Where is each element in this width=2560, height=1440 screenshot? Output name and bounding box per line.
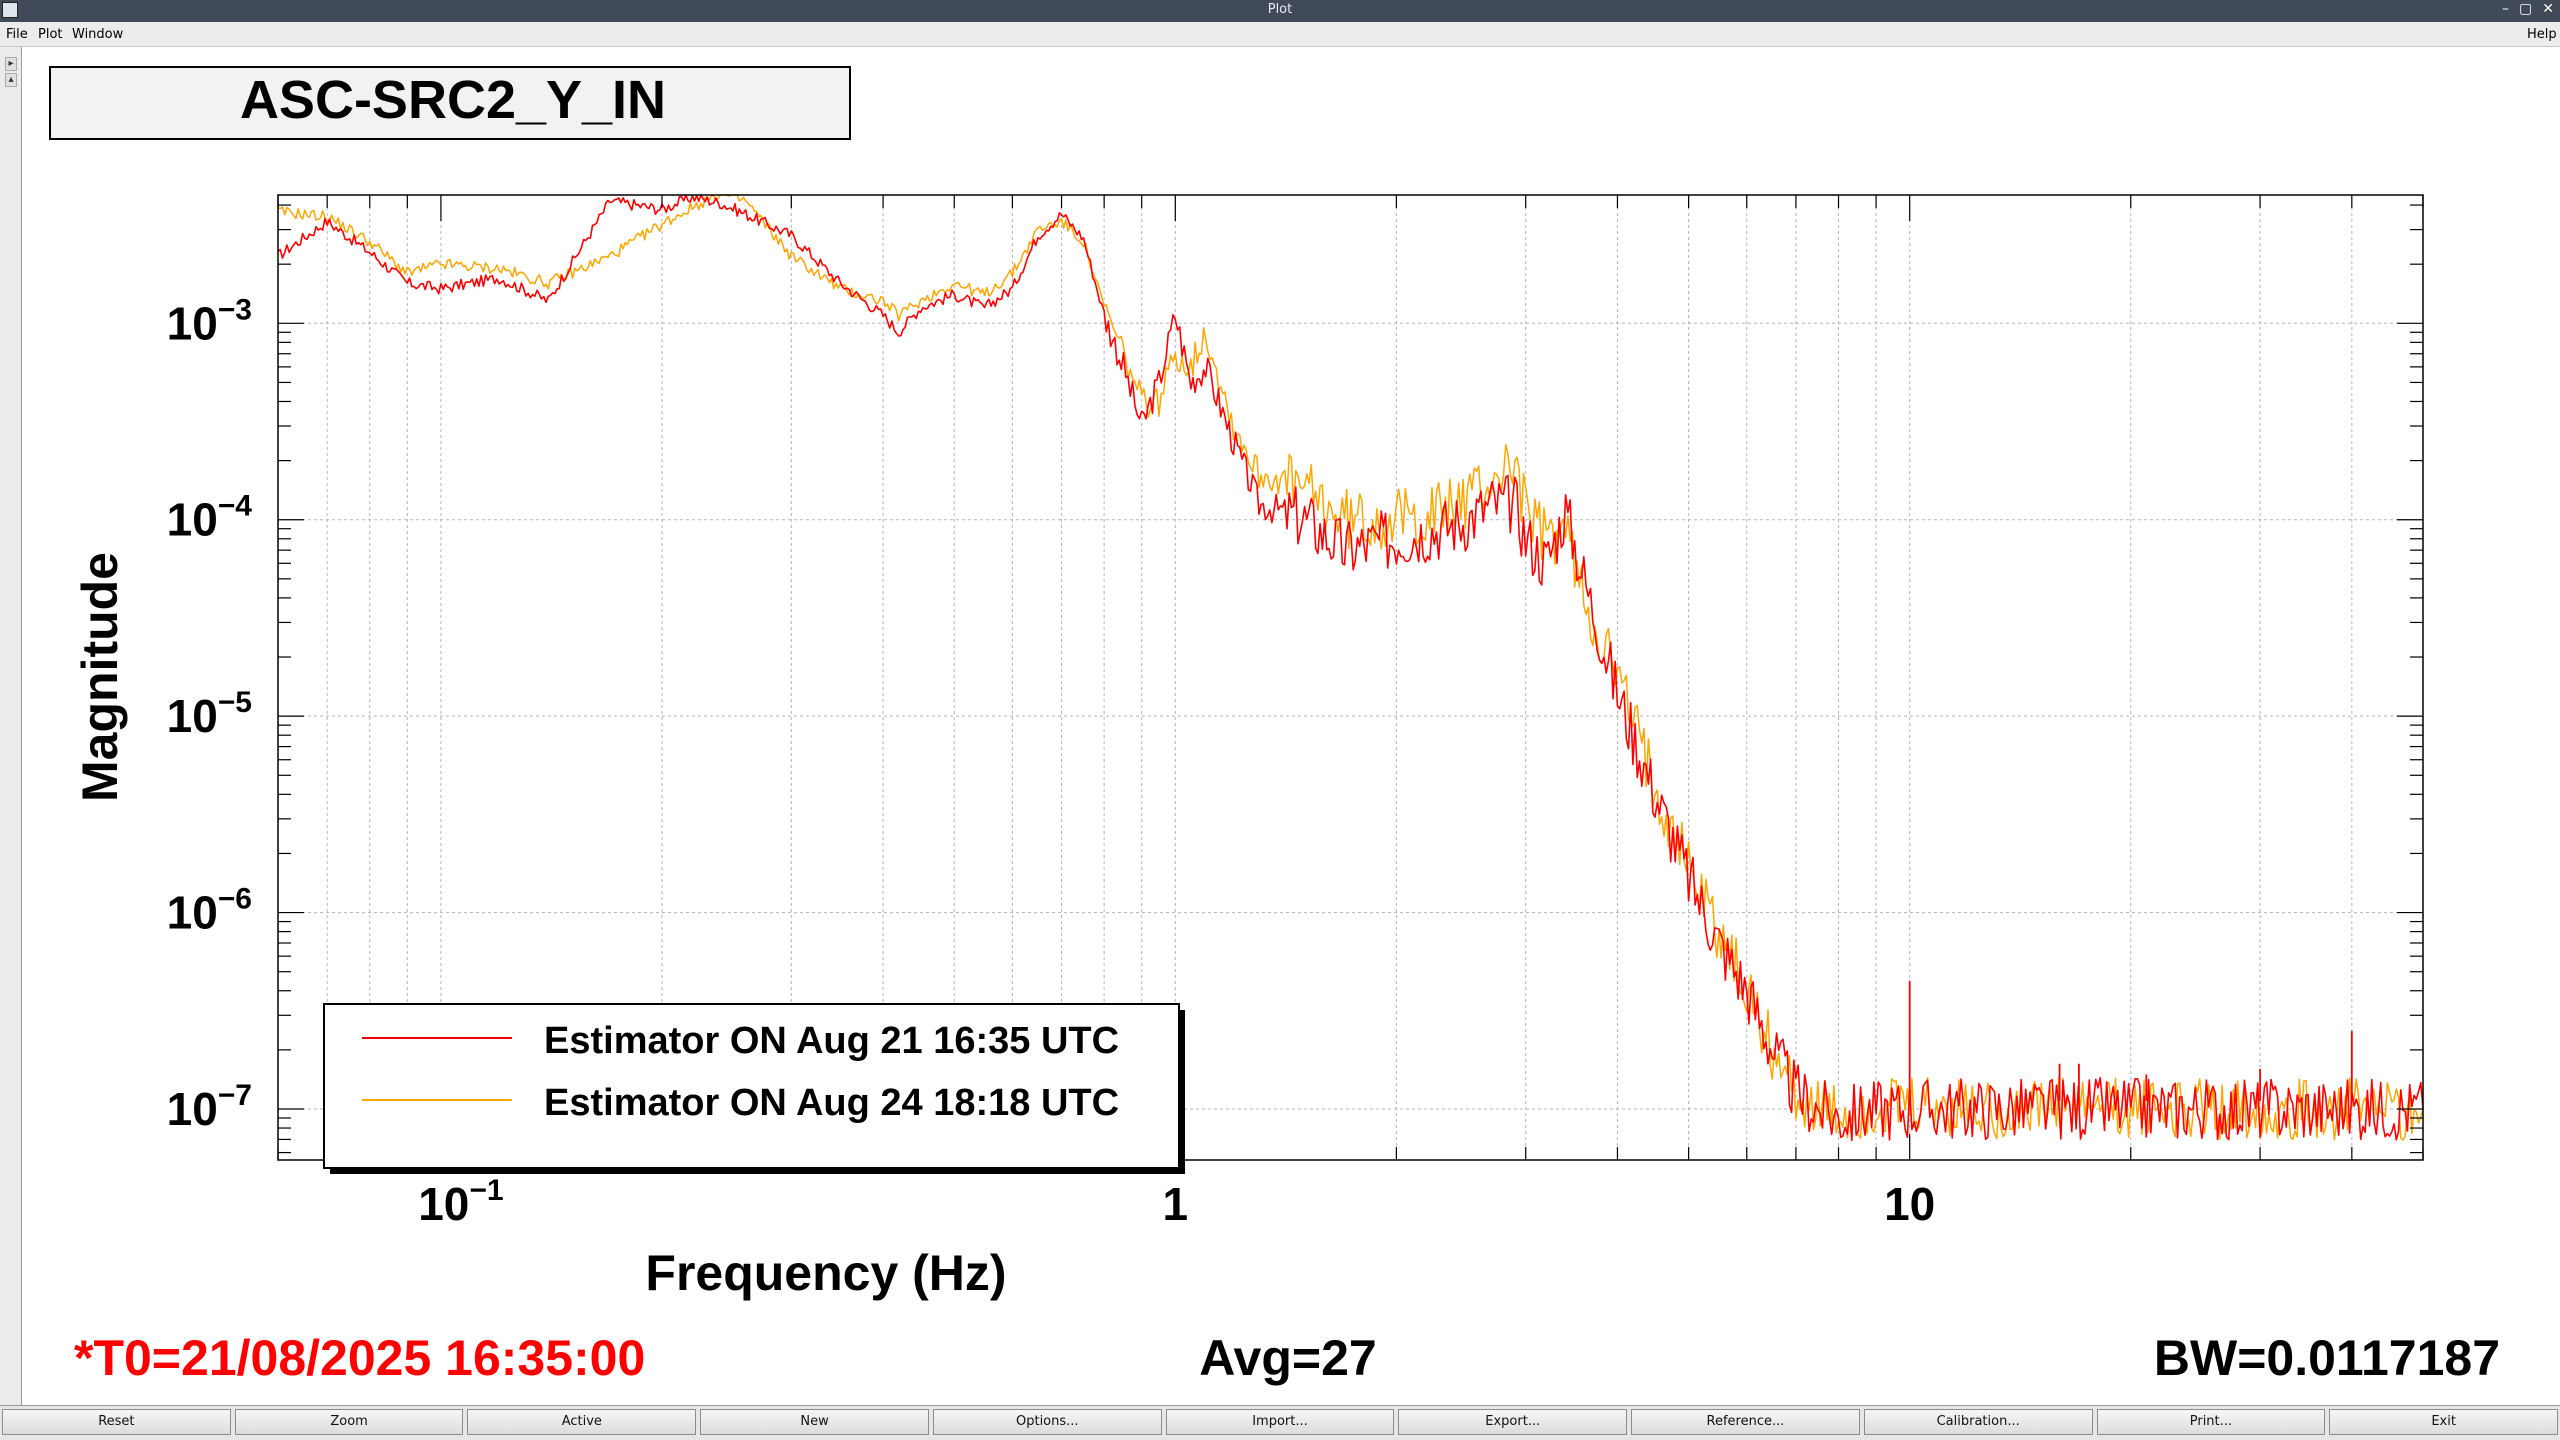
menu-window[interactable]: Window <box>72 27 124 42</box>
y-tick-label: 10−3 <box>167 293 252 349</box>
channel-title: ASC-SRC2_Y_IN <box>240 70 666 130</box>
import-button[interactable]: Import... <box>1165 1409 1395 1435</box>
menu-plot[interactable]: Plot <box>38 27 63 42</box>
zoom-button[interactable]: Zoom <box>234 1409 464 1435</box>
menu-file[interactable]: File <box>6 27 28 42</box>
series-group <box>277 194 2424 1142</box>
menu-bar: File Plot Window Help <box>0 22 2560 47</box>
y-tick-labels: 10−3 10−4 10−5 10−6 10−7 <box>167 293 253 1135</box>
close-icon[interactable]: ✕ <box>2542 1 2554 17</box>
reset-button[interactable]: Reset <box>2 1409 231 1435</box>
y-axis-label: Magnitude <box>72 552 128 802</box>
y-tick-label: 10−6 <box>167 883 252 939</box>
series-line-aug24 <box>277 194 2424 1141</box>
new-button[interactable]: New <box>700 1409 929 1435</box>
axis-ticks <box>277 195 2424 1160</box>
side-panel-toggle-strip: ▸ ▴ <box>0 47 22 1405</box>
scroll-up-icon[interactable]: ▴ <box>5 73 17 87</box>
average-count: Avg=27 <box>1199 1330 1376 1386</box>
x-tick-label: 10 <box>1884 1178 1935 1230</box>
plot-grid <box>277 195 2424 1160</box>
bandwidth: BW=0.0117187 <box>2154 1330 2500 1386</box>
y-tick-label: 10−5 <box>167 686 252 742</box>
legend: Estimator ON Aug 21 16:35 UTC Estimator … <box>323 1003 1185 1174</box>
minimize-icon[interactable]: – <box>2502 1 2510 17</box>
window-titlebar: Plot – ▢ ✕ <box>0 0 2560 22</box>
channel-title-box <box>49 66 851 140</box>
x-tick-label: 1 <box>1163 1178 1189 1230</box>
y-tick-label: 10−7 <box>167 1079 252 1135</box>
legend-label-aug24: Estimator ON Aug 24 18:18 UTC <box>544 1082 1119 1124</box>
print-button[interactable]: Print... <box>2096 1409 2326 1435</box>
t0-timestamp: *T0=21/08/2025 16:35:00 <box>74 1330 645 1386</box>
legend-box <box>323 1003 1180 1169</box>
button-bar: Reset Zoom Active New Options... Import... Exp… <box>0 1405 2560 1440</box>
export-button[interactable]: Export... <box>1398 1409 1628 1435</box>
options-button[interactable]: Options... <box>932 1409 1162 1435</box>
y-tick-label: 10−4 <box>167 490 253 546</box>
plot-frame <box>277 194 2424 1161</box>
expand-right-icon[interactable]: ▸ <box>5 57 17 71</box>
app-icon <box>2 2 18 18</box>
plot-canvas: ASC-SRC2_Y_IN 10−3 10−4 10−5 10−6 10−7 10−1 1… <box>22 47 2560 1405</box>
x-tick-label: 10−1 <box>418 1174 503 1230</box>
plot-svg: ASC-SRC2_Y_IN 10−310−410−510−610−7 10−1 1… <box>49 66 2500 1386</box>
active-button[interactable]: Active <box>467 1409 697 1435</box>
x-axis-label: Frequency (Hz) <box>645 1245 1006 1301</box>
reference-button[interactable]: Reference... <box>1631 1409 1860 1435</box>
exit-button[interactable]: Exit <box>2329 1409 2558 1435</box>
menu-help[interactable]: Help <box>2527 27 2557 42</box>
legend-label-aug21: Estimator ON Aug 21 16:35 UTC <box>544 1020 1119 1062</box>
window-title: Plot <box>1267 2 1293 17</box>
calibration-button[interactable]: Calibration... <box>1863 1409 2093 1435</box>
series-line-aug21 <box>277 194 2424 1142</box>
x-tick-labels: 10−1 1 10 <box>418 1174 1935 1230</box>
maximize-icon[interactable]: ▢ <box>2519 1 2533 17</box>
